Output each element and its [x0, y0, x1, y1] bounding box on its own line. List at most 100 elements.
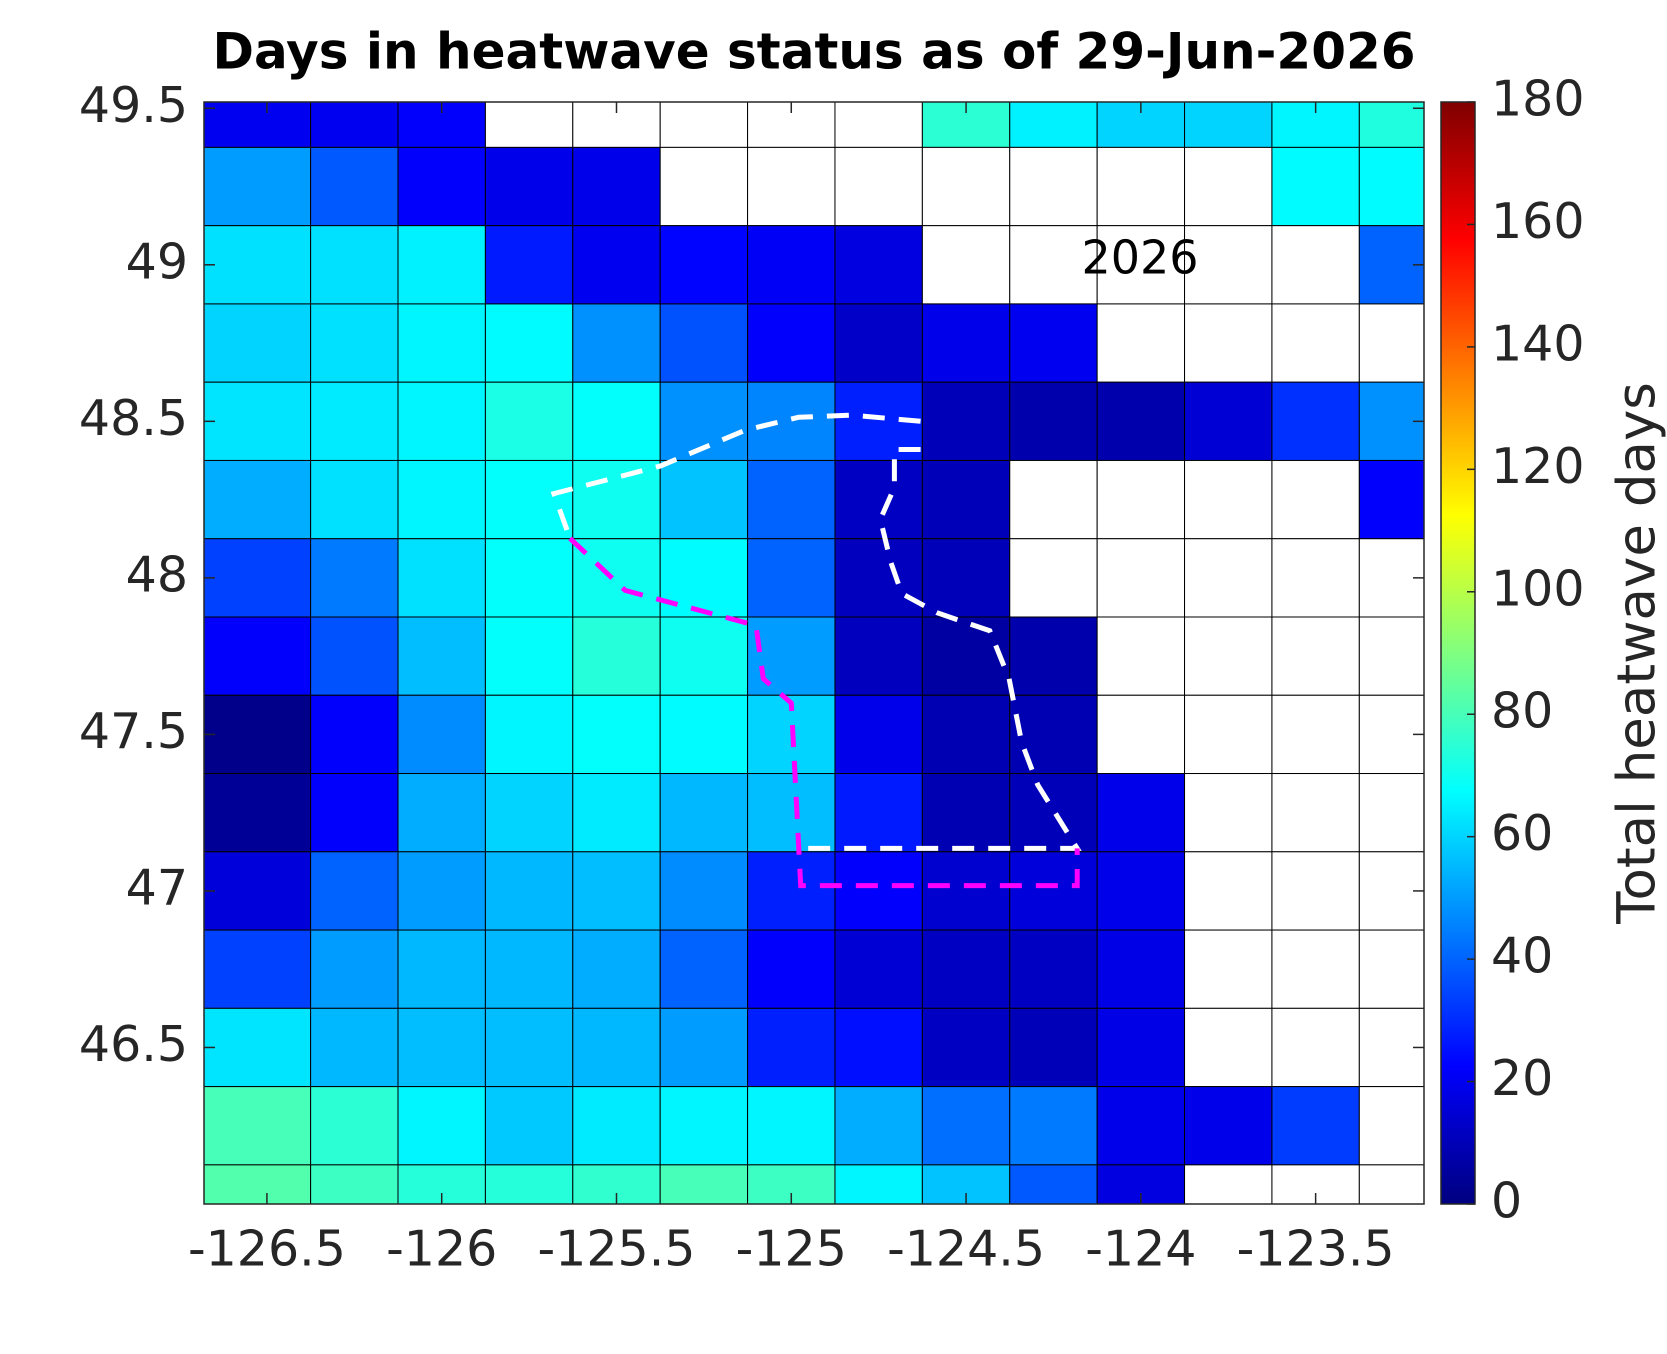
- cell: [397, 1007, 486, 1088]
- cell: [310, 101, 399, 148]
- empty-cell: [1184, 1007, 1273, 1088]
- cell: [203, 616, 312, 696]
- empty-cell: [1271, 929, 1360, 1009]
- cell: [397, 929, 486, 1009]
- cell: [1096, 1086, 1186, 1166]
- empty-cell: [484, 101, 574, 148]
- cell: [572, 773, 661, 853]
- empty-cell: [1271, 303, 1360, 383]
- x-tick-label: -124: [1085, 1221, 1196, 1278]
- cell: [747, 538, 836, 618]
- cell: [203, 381, 312, 461]
- cell: [572, 1086, 661, 1166]
- boundary-lines: [550, 412, 1082, 889]
- cell: [747, 1007, 836, 1088]
- cell: [747, 459, 836, 540]
- cell: [572, 225, 661, 305]
- empty-cell: [1184, 1164, 1273, 1205]
- cell: [1096, 1007, 1186, 1088]
- cell: [397, 616, 486, 696]
- cell: [572, 459, 661, 540]
- cell: [203, 101, 312, 148]
- cell: [397, 851, 486, 931]
- cell: [659, 616, 749, 696]
- empty-cell: [659, 101, 749, 148]
- cell: [203, 851, 312, 931]
- cell: [1184, 101, 1273, 148]
- cell: [484, 538, 574, 618]
- cell: [572, 1007, 661, 1088]
- cell: [921, 929, 1011, 1009]
- empty-cell: [1184, 459, 1273, 540]
- cell: [484, 851, 574, 931]
- heatmap: [203, 101, 1425, 1205]
- empty-cell: [1009, 146, 1098, 227]
- empty-cell: [659, 146, 749, 227]
- cell: [1358, 146, 1425, 227]
- cell: [203, 146, 312, 227]
- cell: [397, 146, 486, 227]
- empty-cell: [921, 225, 1011, 305]
- cell: [484, 1007, 574, 1088]
- cell: [834, 1007, 923, 1088]
- cell: [1096, 851, 1186, 931]
- cell: [310, 851, 399, 931]
- cell: [1009, 1164, 1098, 1205]
- empty-cell: [1271, 694, 1360, 775]
- cell: [747, 851, 836, 931]
- empty-cell: [1184, 694, 1273, 775]
- cell: [747, 773, 836, 853]
- empty-cell: [1009, 538, 1098, 618]
- cell: [572, 929, 661, 1009]
- cell: [484, 694, 574, 775]
- annotation: 2026: [1081, 231, 1198, 285]
- cell: [1184, 1086, 1273, 1166]
- empty-cell: [1358, 1164, 1425, 1205]
- cell: [659, 694, 749, 775]
- empty-cell: [1184, 851, 1273, 931]
- cell: [484, 459, 574, 540]
- empty-cell: [1358, 616, 1425, 696]
- axes-frame: [203, 101, 1425, 1205]
- empty-cell: [1096, 303, 1186, 383]
- y-tick-label: 48: [126, 546, 188, 603]
- cell: [203, 1086, 312, 1166]
- cell: [397, 225, 486, 305]
- cell: [834, 225, 923, 305]
- cell: [747, 225, 836, 305]
- cell: [834, 1086, 923, 1166]
- empty-cell: [1096, 459, 1186, 540]
- x-tick-label: -124.5: [887, 1221, 1045, 1278]
- cell: [484, 146, 574, 227]
- cell: [310, 1007, 399, 1088]
- empty-cell: [1096, 538, 1186, 618]
- empty-cell: [1271, 773, 1360, 853]
- cell: [834, 538, 923, 618]
- empty-cell: [1271, 851, 1360, 931]
- cell: [203, 225, 312, 305]
- cell: [397, 694, 486, 775]
- colorbar-tick-label: 0: [1491, 1173, 1522, 1230]
- empty-cell: [1096, 146, 1186, 227]
- empty-cell: [834, 101, 923, 148]
- colorbar-tick-label: 40: [1491, 928, 1553, 985]
- cell: [659, 851, 749, 931]
- cell: [572, 694, 661, 775]
- cell: [659, 773, 749, 853]
- cell: [1358, 459, 1425, 540]
- empty-cell: [1184, 225, 1273, 305]
- y-tick-label: 47: [126, 859, 188, 916]
- cell: [659, 459, 749, 540]
- cell: [310, 694, 399, 775]
- cell: [659, 1086, 749, 1166]
- cell: [1009, 851, 1098, 931]
- cell: [484, 225, 574, 305]
- cell: [1009, 303, 1098, 383]
- cell: [397, 459, 486, 540]
- cell: [747, 616, 836, 696]
- cell: [1271, 146, 1360, 227]
- colorbar-tick-label: 140: [1491, 315, 1585, 372]
- cell: [397, 303, 486, 383]
- cell: [659, 225, 749, 305]
- empty-cell: [1358, 773, 1425, 853]
